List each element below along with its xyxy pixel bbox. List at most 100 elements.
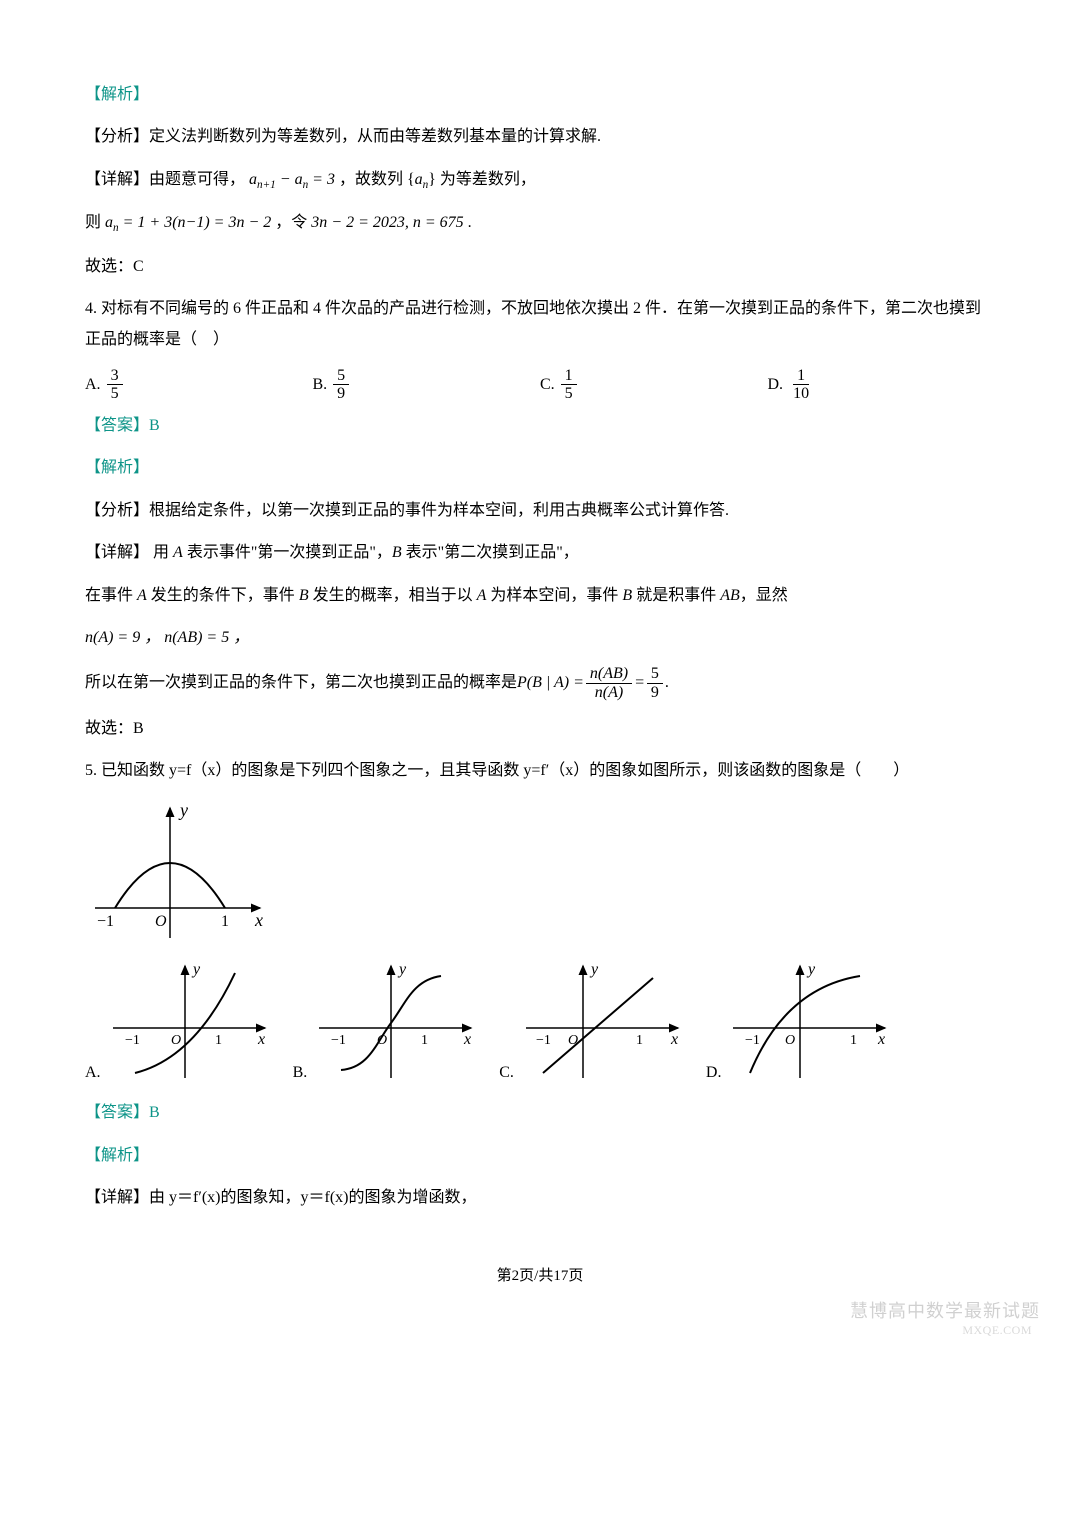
fenxi-label: 【分析】 xyxy=(85,128,149,145)
q5-optC: C. x y −1 1 O xyxy=(499,958,688,1088)
q4-optA-label: A. xyxy=(85,370,101,400)
svg-text:y: y xyxy=(397,961,407,978)
q4-xj1: 【详解】 用 A 表示事件"第一次摸到正品"，B 表示"第二次摸到正品"， xyxy=(85,538,995,568)
q4-optC-den: 5 xyxy=(561,385,577,403)
q4-xj4-end: . xyxy=(665,668,669,698)
q4-optA-den: 5 xyxy=(107,385,123,403)
q5-optB: B. x y −1 1 O xyxy=(293,958,482,1088)
q4-fenxi-text: 根据给定条件，以第一次摸到正品的事件为样本空间，利用古典概率公式计算作答. xyxy=(149,502,729,519)
q3-eq1: an+1 − an = 3 xyxy=(249,171,335,188)
q4-optC-num: 1 xyxy=(561,367,577,386)
q5-optB-label: B. xyxy=(293,1058,308,1088)
q4-optC: C. 1 5 xyxy=(540,367,768,403)
q3-eq2: an = 1 + 3(n−1) = 3n − 2 xyxy=(105,214,271,231)
q3-guxuan: 故选：C xyxy=(85,252,995,282)
svg-text:1: 1 xyxy=(421,1033,428,1048)
q4-optA-num: 3 xyxy=(107,367,123,386)
q4-optB-num: 5 xyxy=(333,367,349,386)
q5-optC-label: C. xyxy=(499,1058,514,1088)
svg-text:O: O xyxy=(377,1033,387,1048)
q4-options: A. 3 5 B. 5 9 C. 1 5 D. 1 10 xyxy=(85,367,995,403)
q4-optB-frac: 5 9 xyxy=(333,367,349,403)
svg-text:y: y xyxy=(589,961,599,978)
q5-xiangjie: 【详解】由 y＝f′(x)的图象知，y＝f(x)的图象为增函数， xyxy=(85,1183,995,1213)
q5-option-graphs: A. x y −1 1 O B. x y −1 1 O xyxy=(85,958,995,1088)
svg-text:x: x xyxy=(257,1031,265,1048)
q3-fenxi: 【分析】定义法判断数列为等差数列，从而由等差数列基本量的计算求解. xyxy=(85,122,995,152)
neg1: −1 xyxy=(97,913,114,930)
q4-answer-val: B xyxy=(149,417,160,434)
fenxi-label-2: 【分析】 xyxy=(85,502,149,519)
xiangjie-label: 【详解】 xyxy=(85,171,149,188)
q3-line2-end: . xyxy=(468,214,472,231)
q4-xj4-frac1: n(AB) n(A) xyxy=(586,665,632,701)
q4-optC-frac: 1 5 xyxy=(561,367,577,403)
q3-xiangjie-2: 则 an = 1 + 3(n−1) = 3n − 2 ，令 3n − 2 = 2… xyxy=(85,208,995,239)
q4-xj4-f2n: 5 xyxy=(647,665,663,684)
q4-optB-den: 9 xyxy=(333,385,349,403)
q5-analysis: 【解析】 xyxy=(85,1141,995,1171)
q5-derivative-graph: x y −1 1 O xyxy=(85,798,995,948)
svg-text:x: x xyxy=(877,1031,885,1048)
q4-xj2-text: 在事件 A 发生的条件下，事件 B 发生的概率，相当于以 A 为样本空间，事件 … xyxy=(85,587,788,604)
q3-line2-mid: ，令 xyxy=(275,214,311,231)
q4-optD-num: 1 xyxy=(793,367,809,386)
svg-text:1: 1 xyxy=(850,1033,857,1048)
q4-xj4-f1d: n(A) xyxy=(591,684,627,702)
q4-xj4-f2d: 9 xyxy=(647,684,663,702)
q4-xj1-text: 用 A 表示事件"第一次摸到正品"，B 表示"第二次摸到正品"， xyxy=(153,544,579,561)
q4-stem: 4. 对标有不同编号的 6 件正品和 4 件次品的产品进行检测，不放回地依次摸出… xyxy=(85,294,995,355)
q4-xj4-pre: 所以在第一次摸到正品的条件下，第二次也摸到正品的概率是 xyxy=(85,668,517,698)
q4-optB: B. 5 9 xyxy=(313,367,541,403)
q5-answer-val: B xyxy=(149,1104,160,1121)
watermark-2: MXQE.COM xyxy=(962,1319,1032,1342)
origin: O xyxy=(155,913,167,930)
q4-guxuan: 故选：B xyxy=(85,714,995,744)
svg-text:1: 1 xyxy=(215,1033,222,1048)
q4-optD: D. 1 10 xyxy=(768,367,996,403)
q4-optB-label: B. xyxy=(313,370,328,400)
q3-line2-pre: 则 xyxy=(85,214,105,231)
q4-xj4-frac2: 5 9 xyxy=(647,665,663,701)
axis-y: y xyxy=(178,800,188,820)
q4-xj3: n(A) = 9 ， n(AB) = 5 ， xyxy=(85,623,995,653)
q5-optD: D. x y −1 1 O xyxy=(706,958,896,1088)
q5-optA-label: A. xyxy=(85,1058,101,1088)
q4-xj4: 所以在第一次摸到正品的条件下，第二次也摸到正品的概率是 P(B | A) = n… xyxy=(85,665,995,701)
svg-text:y: y xyxy=(191,961,201,978)
svg-text:−1: −1 xyxy=(536,1033,551,1048)
svg-text:y: y xyxy=(806,961,816,978)
q5-xj-text: 由 y＝f′(x)的图象知，y＝f(x)的图象为增函数， xyxy=(149,1189,476,1206)
q4-xj4-f1n: n(AB) xyxy=(586,665,632,684)
q4-optA: A. 3 5 xyxy=(85,367,313,403)
q4-optD-den: 10 xyxy=(789,385,813,403)
q3-xj-mid: ，故数列 {an} 为等差数列， xyxy=(339,171,536,188)
svg-text:−1: −1 xyxy=(331,1033,346,1048)
q5-stem: 5. 已知函数 y=f（x）的图象是下列四个图象之一，且其导函数 y=f′（x）… xyxy=(85,756,995,786)
derivative-graph-svg: x y −1 1 O xyxy=(85,798,275,948)
q4-optD-label: D. xyxy=(768,370,784,400)
q4-xj4-eq2: = xyxy=(634,668,645,698)
svg-text:1: 1 xyxy=(636,1033,643,1048)
q5-optD-label: D. xyxy=(706,1058,722,1088)
svg-text:x: x xyxy=(463,1031,471,1048)
q4-analysis: 【解析】 xyxy=(85,453,995,483)
q4-answer: 【答案】B xyxy=(85,411,995,441)
q4-xj3-eq: n(A) = 9 ， n(AB) = 5 ， xyxy=(85,629,249,646)
q4-xj2: 在事件 A 发生的条件下，事件 B 发生的概率，相当于以 A 为样本空间，事件 … xyxy=(85,581,995,611)
q3-xiangjie-1: 【详解】由题意可得， an+1 − an = 3 ，故数列 {an} 为等差数列… xyxy=(85,165,995,196)
q5-answer: 【答案】B xyxy=(85,1098,995,1128)
q4-fenxi: 【分析】根据给定条件，以第一次摸到正品的事件为样本空间，利用古典概率公式计算作答… xyxy=(85,496,995,526)
svg-text:−1: −1 xyxy=(125,1033,140,1048)
q4-xj4-eq1: P(B | A) = xyxy=(517,668,584,698)
q5-optA: A. x y −1 1 O xyxy=(85,958,275,1088)
answer-label-2: 【答案】 xyxy=(85,1104,149,1121)
analysis-heading: 【解析】 xyxy=(85,80,995,110)
q4-optA-frac: 3 5 xyxy=(107,367,123,403)
q3-eq3: 3n − 2 = 2023, n = 675 xyxy=(311,214,463,231)
svg-text:−1: −1 xyxy=(745,1033,760,1048)
axis-x: x xyxy=(254,910,263,930)
page-footer: 第2页/共17页 xyxy=(85,1262,995,1291)
q3-xj-pre: 由题意可得， xyxy=(149,171,245,188)
svg-text:x: x xyxy=(670,1031,678,1048)
